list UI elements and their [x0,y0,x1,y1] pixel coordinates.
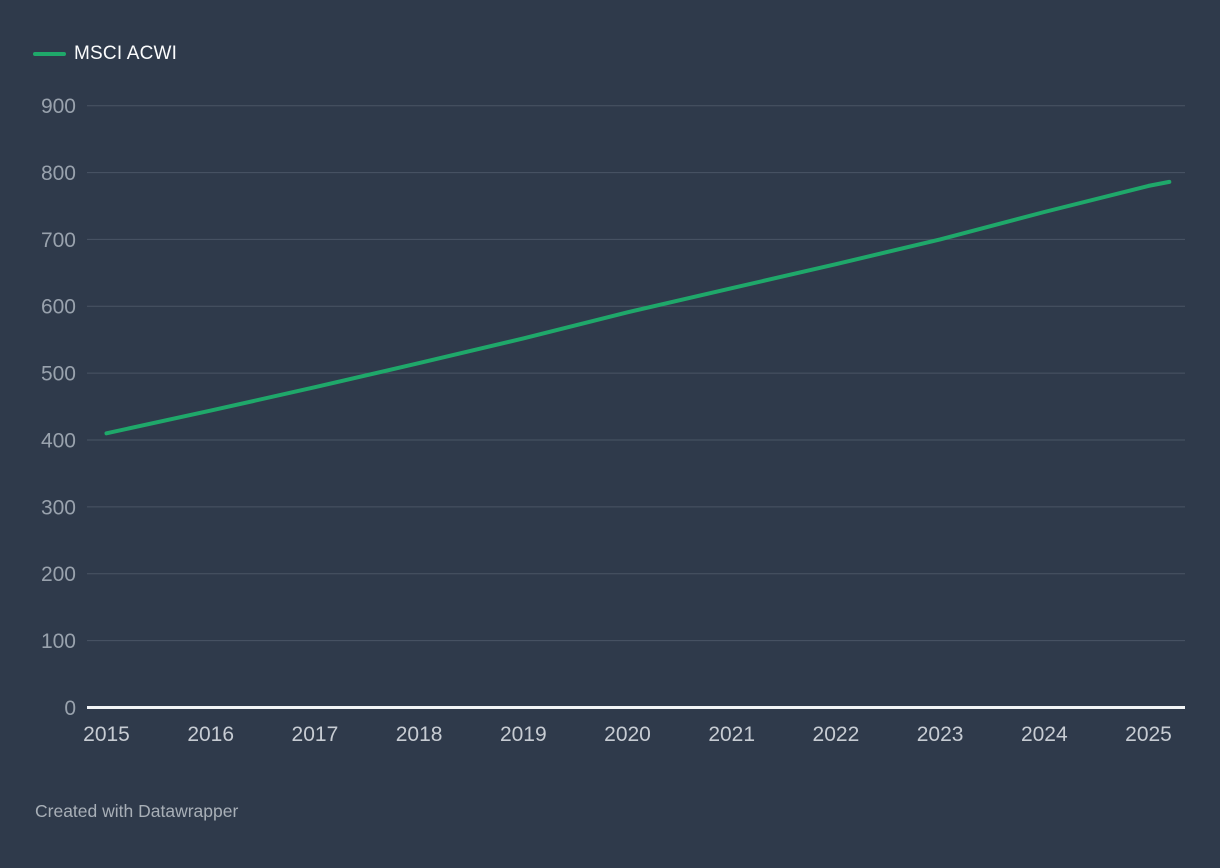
y-tick-label: 800 [41,162,76,185]
y-tick-label: 200 [41,563,76,586]
x-tick-label: 2021 [708,723,755,746]
x-tick-label: 2020 [604,723,651,746]
y-tick-label: 0 [64,697,76,720]
y-tick-label: 900 [41,95,76,118]
x-tick-label: 2022 [813,723,860,746]
x-tick-label: 2016 [187,723,234,746]
y-tick-label: 100 [41,630,76,653]
y-tick-label: 400 [41,429,76,452]
x-tick-label: 2019 [500,723,547,746]
x-tick-label: 2023 [917,723,964,746]
y-tick-label: 700 [41,229,76,252]
legend: MSCI ACWI [33,43,177,65]
x-tick-label: 2024 [1021,723,1068,746]
datawrapper-attribution-link[interactable]: Created with Datawrapper [35,801,239,821]
x-tick-label: 2025 [1125,723,1172,746]
x-tick-label: 2018 [396,723,443,746]
series-line-msci-acwi [104,179,1172,436]
x-tick-label: 2015 [83,723,130,746]
legend-label: MSCI ACWI [74,43,178,64]
y-tick-label: 500 [41,363,76,386]
x-tick-label: 2017 [292,723,339,746]
legend-line-swatch-icon [33,52,66,56]
y-tick-label: 600 [41,296,76,319]
y-tick-label: 300 [41,496,76,519]
